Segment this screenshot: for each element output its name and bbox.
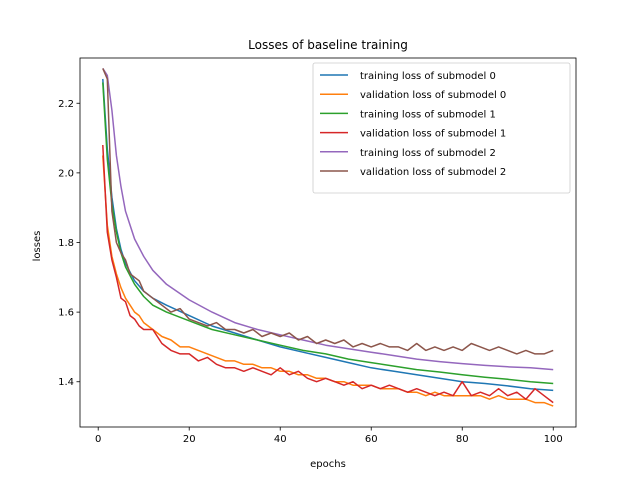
y-tick-label: 2.2 (58, 99, 74, 110)
legend-label-1: validation loss of submodel 0 (360, 90, 506, 101)
axes: 0 20 40 60 80 100 1.4 1.6 1.8 2.0 2.2 (58, 57, 577, 445)
x-tick-label: 40 (274, 434, 287, 445)
legend-label-5: validation loss of submodel 2 (360, 167, 506, 178)
x-tick-label: 100 (544, 434, 563, 445)
y-axis-label: losses (32, 231, 43, 262)
series-line-2 (102, 82, 554, 385)
legend-label-3: validation loss of submodel 1 (360, 129, 506, 140)
legend-label-4: training loss of submodel 2 (360, 148, 496, 159)
x-axis-label: epochs (310, 459, 346, 470)
legend: training loss of submodel 0 validation lo… (312, 62, 571, 194)
series-line-4 (102, 67, 554, 371)
series-line-3 (102, 144, 554, 404)
series-line-5 (102, 68, 554, 355)
y-tick-label: 2.0 (58, 168, 74, 179)
y-tick-label: 1.6 (58, 308, 74, 319)
legend-label-2: training loss of submodel 1 (360, 109, 496, 120)
legend-label-0: training loss of submodel 0 (360, 71, 496, 82)
legend-box (312, 62, 571, 194)
plot-lines (102, 67, 554, 407)
x-tick-label: 0 (95, 434, 101, 445)
y-tick-label: 1.4 (58, 377, 74, 388)
chart-title: Losses of baseline training (248, 38, 408, 52)
x-tick-label: 60 (365, 434, 378, 445)
x-tick-label: 20 (183, 434, 196, 445)
x-tick-label: 80 (456, 434, 469, 445)
y-tick-label: 1.8 (58, 238, 74, 249)
